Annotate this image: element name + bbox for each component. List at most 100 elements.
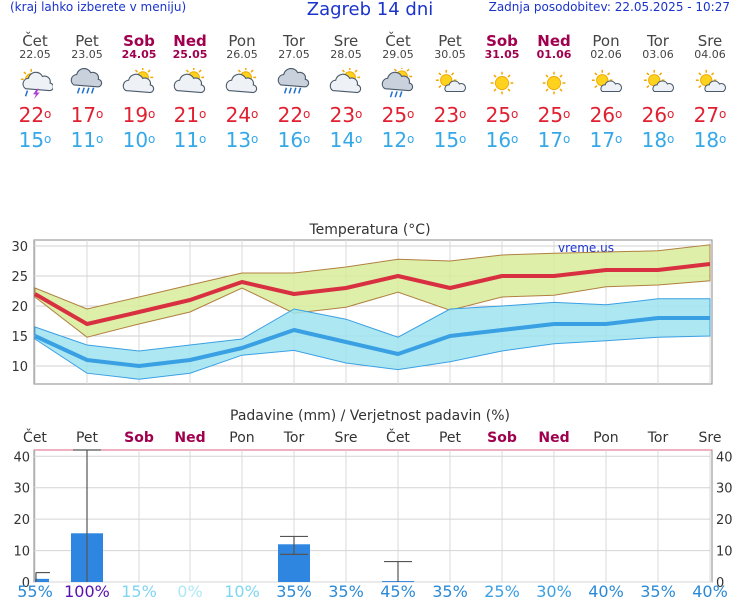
max-temperature-range — [34, 244, 711, 338]
x-tick-label: Sob — [487, 430, 517, 446]
min-temperature: 17o — [537, 128, 571, 152]
max-temperature: 26o — [641, 103, 675, 127]
temperature-chart-title: Temperatura (°C) — [308, 222, 430, 238]
mostly-sunny-icon — [695, 69, 727, 93]
min-temperature: 11o — [70, 128, 104, 152]
day-date: 04.06 — [694, 48, 726, 61]
mostly-sunny-icon — [435, 69, 467, 93]
sun-rain-icon — [381, 68, 414, 98]
min-temperature: 18o — [693, 128, 727, 152]
heavy-rain-icon — [277, 68, 310, 94]
x-tick-label: Čet — [386, 428, 410, 446]
precipitation-probability: 35% — [432, 582, 468, 600]
y-tick-label: 15 — [11, 330, 28, 345]
y-tick-label-right: 10 — [716, 545, 733, 560]
max-temperature: 22o — [18, 103, 52, 127]
max-temperature: 23o — [433, 103, 467, 127]
day-date: 24.05 — [121, 48, 157, 61]
partly-cloudy-icon — [329, 68, 362, 94]
mostly-sunny-icon — [643, 69, 675, 93]
max-temperature-line — [34, 262, 711, 326]
day-name: Čet — [385, 32, 411, 50]
y-tick-label-right: 0 — [716, 576, 724, 591]
min-temperature: 14o — [329, 128, 363, 152]
day-date: 28.05 — [330, 48, 362, 61]
day-column: Sre 04.06 27o 18o — [684, 33, 736, 153]
location-hint[interactable]: (kraj lahko izberete v meniju) — [10, 0, 187, 14]
y-tick-label-left: 20 — [13, 513, 30, 528]
y-tick-label: 25 — [11, 270, 28, 285]
x-tick-label: Pet — [439, 430, 462, 446]
day-name: Sre — [697, 32, 723, 50]
day-column: Pet 30.05 23o 15o — [424, 33, 476, 153]
y-tick-label: 20 — [11, 300, 28, 315]
x-tick-label: Ned — [174, 430, 205, 446]
y-tick-label-left: 40 — [13, 450, 30, 465]
partly-cloudy-icon — [173, 68, 206, 94]
min-temperature-line — [34, 316, 710, 368]
day-name: Ned — [537, 32, 571, 50]
max-temperature: 17o — [70, 103, 104, 127]
precipitation-probability: 40% — [692, 582, 728, 600]
precipitation-probability: 15% — [121, 582, 157, 600]
precipitation-probability: 40% — [588, 582, 624, 600]
day-column: Pon 26.05 24o 13o — [216, 33, 268, 153]
day-column: Ned 25.05 21o 11o — [164, 33, 216, 153]
day-column: Tor 27.05 22o 16o — [268, 33, 320, 153]
day-column: Čet 29.05 25o 12o — [372, 33, 424, 153]
max-temperature: 25o — [381, 103, 415, 127]
day-date: 03.06 — [642, 48, 674, 61]
day-name: Pon — [592, 32, 620, 50]
max-temperature: 22o — [277, 103, 311, 127]
min-temperature: 16o — [485, 128, 519, 152]
day-name: Pet — [438, 32, 462, 50]
min-temperature: 15o — [433, 128, 467, 152]
day-date: 23.05 — [71, 48, 103, 61]
min-temperature: 15o — [18, 128, 52, 152]
day-date: 26.05 — [226, 48, 258, 61]
max-temperature: 26o — [589, 103, 623, 127]
precipitation-probability: 10% — [224, 582, 260, 600]
precipitation-probability: 35% — [328, 582, 364, 600]
day-date: 29.05 — [382, 48, 414, 61]
day-column: Pet 23.05 17o 11o — [61, 33, 113, 153]
max-temperature: 21o — [173, 103, 207, 127]
day-column: Pon 02.06 26o 17o — [580, 33, 632, 153]
partly-cloudy-icon — [122, 68, 155, 94]
day-date: 25.05 — [172, 48, 208, 61]
precipitation-chart-title: Padavine (mm) / Verjetnost padavin (%) — [230, 408, 510, 424]
day-column: Tor 03.06 26o 18o — [632, 33, 684, 153]
precipitation-probability: 25% — [484, 582, 520, 600]
x-tick-label: Pet — [76, 430, 99, 446]
day-date: 01.06 — [536, 48, 572, 61]
y-tick-label-left: 30 — [13, 482, 30, 497]
precipitation-probability: 30% — [536, 582, 572, 600]
daily-forecast-strip: Čet 22.05 22o 15o Pet 23.05 17o 11o Sob 24.05 19o 1… — [0, 33, 740, 168]
heavy-rain-icon — [70, 68, 103, 94]
day-name: Sob — [123, 32, 155, 50]
y-tick-label: 30 — [11, 240, 28, 255]
x-tick-label: Tor — [647, 430, 669, 446]
min-temperature: 11o — [173, 128, 207, 152]
min-temperature: 12o — [381, 128, 415, 152]
max-temperature: 23o — [329, 103, 363, 127]
x-tick-label: Tor — [283, 430, 305, 446]
x-tick-label: Pon — [229, 430, 254, 446]
precipitation-probability: 45% — [380, 582, 416, 600]
day-column: Sre 28.05 23o 14o — [320, 33, 372, 153]
x-tick-label: Ned — [538, 430, 569, 446]
day-name: Čet — [22, 32, 48, 50]
thunderstorm-icon — [20, 68, 53, 100]
day-date: 31.05 — [484, 48, 520, 61]
day-date: 22.05 — [19, 48, 51, 61]
y-tick-label-right: 30 — [716, 482, 733, 497]
x-tick-label: Sre — [699, 430, 722, 446]
day-name: Tor — [283, 32, 305, 50]
day-column: Čet 22.05 22o 15o — [9, 33, 61, 153]
y-tick-label: 10 — [11, 360, 28, 375]
min-temperature: 16o — [277, 128, 311, 152]
mostly-sunny-icon — [591, 69, 623, 93]
max-temperature: 27o — [693, 103, 727, 127]
sunny-icon — [490, 71, 514, 95]
